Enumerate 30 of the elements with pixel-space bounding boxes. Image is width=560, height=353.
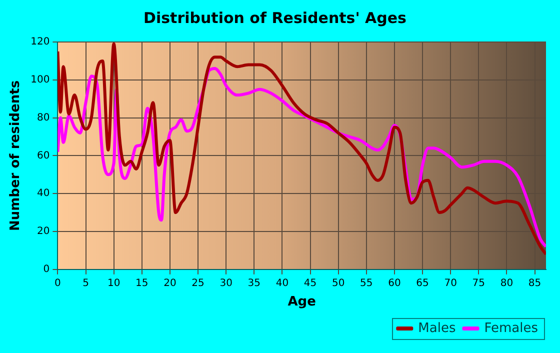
x-tick-label: 55 bbox=[360, 278, 373, 289]
y-tick-label: 20 bbox=[36, 226, 50, 238]
x-tick-label: 0 bbox=[54, 278, 61, 289]
y-tick-label: 80 bbox=[36, 112, 50, 124]
y-tick-label: 120 bbox=[30, 36, 50, 48]
legend-label: Males bbox=[418, 320, 456, 336]
y-tick-label: 60 bbox=[36, 150, 50, 162]
chart-title: Distribution of Residents' Ages bbox=[144, 8, 407, 27]
x-tick-label: 75 bbox=[472, 278, 486, 289]
x-tick-label: 60 bbox=[388, 278, 401, 289]
x-tick-label: 20 bbox=[164, 278, 176, 289]
x-tick-label: 30 bbox=[220, 278, 232, 289]
x-tick-label: 10 bbox=[107, 278, 120, 289]
x-tick-label: 45 bbox=[304, 278, 317, 289]
legend-label: Females bbox=[484, 320, 538, 336]
x-tick-label: 40 bbox=[276, 278, 289, 289]
x-tick-label: 65 bbox=[416, 278, 429, 289]
x-tick-label: 80 bbox=[500, 278, 514, 289]
x-tick-label: 15 bbox=[136, 278, 148, 289]
x-axis-title: Age bbox=[288, 294, 316, 310]
y-tick-label: 100 bbox=[30, 74, 50, 86]
x-tick-label: 35 bbox=[248, 278, 260, 289]
x-tick-label: 70 bbox=[444, 278, 457, 289]
x-tick-label: 50 bbox=[332, 278, 345, 289]
x-tick-label: 85 bbox=[528, 278, 542, 289]
x-tick-label: 25 bbox=[192, 278, 204, 289]
y-tick-label: 40 bbox=[36, 188, 50, 200]
y-tick-label: 0 bbox=[43, 264, 50, 275]
x-tick-label: 5 bbox=[82, 278, 89, 289]
y-axis-title: Number of residents bbox=[8, 80, 24, 232]
